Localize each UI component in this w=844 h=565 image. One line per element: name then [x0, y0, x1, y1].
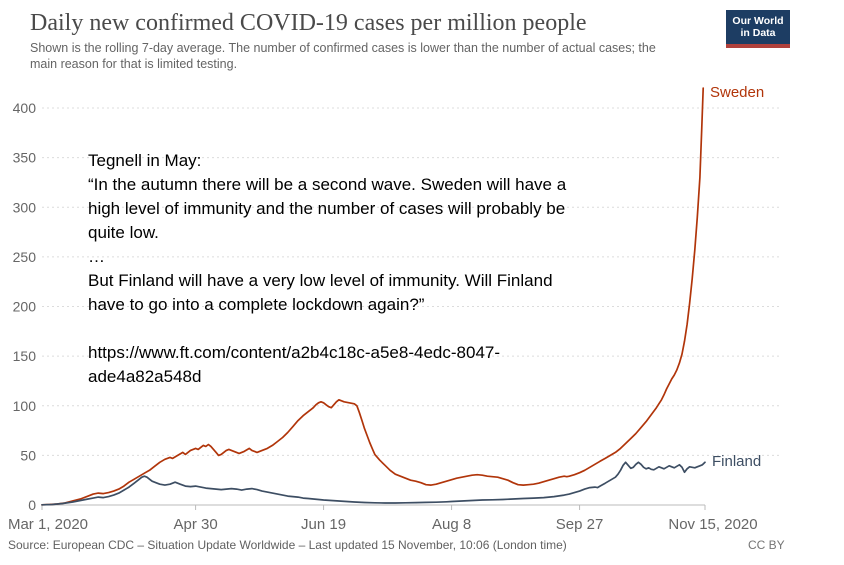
x-tick-label: Aug 8	[432, 516, 471, 533]
y-tick-label: 150	[13, 348, 37, 364]
owid-logo: Our World in Data	[726, 10, 790, 48]
annotation-line: But Finland will have a very low level o…	[88, 271, 553, 290]
y-tick-label: 400	[13, 100, 37, 116]
axis-labels: 0 50 100 150 200 250 300 350 400 Mar 1, …	[8, 100, 758, 533]
x-tick-label: Jun 19	[301, 516, 346, 533]
y-tick-label: 300	[13, 199, 37, 215]
y-tick-label: 200	[13, 299, 37, 315]
owid-logo-text: Our World in Data	[726, 10, 790, 44]
page-title: Daily new confirmed COVID-19 cases per m…	[30, 10, 587, 36]
x-tick-label: Apr 30	[173, 516, 217, 533]
owid-logo-line: in Data	[740, 27, 776, 39]
page-subtitle: Shown is the rolling 7-day average. The …	[30, 41, 656, 72]
sweden-line	[41, 87, 705, 506]
finland-series-label: Finland	[712, 453, 761, 470]
finland-line	[41, 461, 706, 506]
y-tick-label: 100	[13, 398, 37, 414]
y-tick-label: 350	[13, 150, 37, 166]
annotation-line: “In the autumn there will be a second wa…	[88, 175, 567, 194]
annotation-line: have to go into a complete lockdown agai…	[88, 295, 425, 314]
annotation-line: Tegnell in May:	[88, 151, 202, 170]
annotation-line: high level of immunity and the number of…	[88, 199, 566, 218]
sweden-series-label: Sweden	[710, 84, 764, 101]
x-tick-label: Nov 15, 2020	[668, 516, 757, 533]
quote-annotation: Tegnell in May: “In the autumn there wil…	[88, 149, 608, 389]
annotation-url-line: ade4a82a548d	[88, 367, 202, 386]
y-tick-label: 250	[13, 249, 37, 265]
annotation-line	[88, 317, 608, 341]
y-tick-label: 50	[20, 447, 36, 463]
page-subtitle-line: Shown is the rolling 7-day average. The …	[30, 41, 656, 55]
page-subtitle-line: main reason for that is limited testing.	[30, 56, 238, 71]
gridlines	[41, 107, 782, 510]
annotation-line: quite low.	[88, 223, 159, 242]
annotation-url-line: https://www.ft.com/content/a2b4c18c-a5e8…	[88, 343, 501, 362]
annotation-line: …	[88, 247, 105, 266]
license-badge: CC BY	[748, 538, 785, 552]
source-note: Source: European CDC – Situation Update …	[8, 538, 567, 552]
x-tick-label: Mar 1, 2020	[8, 516, 88, 533]
y-tick-label: 0	[28, 497, 36, 513]
owid-logo-line: Our World	[732, 15, 784, 27]
x-tick-label: Sep 27	[556, 516, 604, 533]
owid-logo-stripe	[726, 44, 790, 48]
